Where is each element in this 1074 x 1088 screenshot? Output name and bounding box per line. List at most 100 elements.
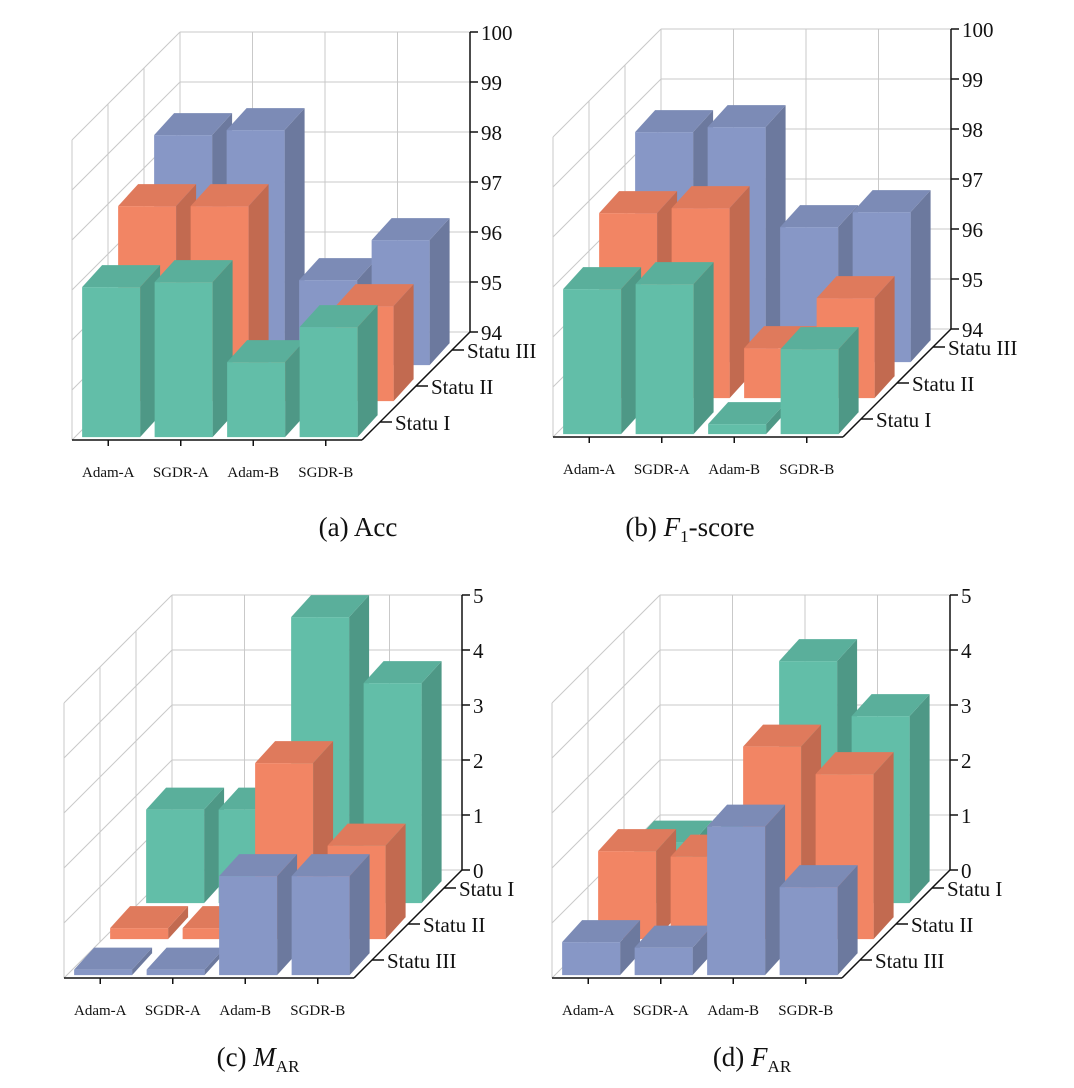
bars — [563, 105, 931, 435]
bar-side-face — [168, 906, 189, 940]
depth-label: Statu II — [431, 375, 493, 399]
z-tick-label: 99 — [481, 71, 502, 95]
depth-label: Statu III — [875, 949, 944, 973]
side-wall-gridline — [551, 649, 661, 759]
depth-label: Statu I — [876, 408, 931, 432]
bar-statu-iii — [779, 865, 858, 976]
depth-label: Statu III — [948, 336, 1017, 360]
bar-top-face — [599, 191, 678, 214]
chart-panel-f1-score: Adam-A SGDR-A Adam-B SGDR-B Statu I Statu II S… — [552, 18, 1017, 546]
depth-label: Statu II — [912, 372, 974, 396]
bar-top-face — [562, 920, 641, 943]
bar-front-face — [562, 942, 621, 976]
bar-top-face — [299, 305, 378, 328]
depth-label: Statu I — [459, 877, 514, 901]
bar-top-face — [227, 340, 306, 363]
bar-top-face — [780, 327, 859, 350]
z-tick-label: 3 — [961, 694, 972, 718]
z-tick-label: 99 — [962, 68, 983, 92]
bar-top-face — [671, 186, 750, 209]
category-label: Adam-B — [219, 1003, 271, 1019]
bar-side-face — [909, 694, 930, 904]
bar-statu-i — [780, 327, 859, 435]
bar-top-face — [335, 284, 414, 307]
bar-top-face — [779, 865, 858, 888]
z-tick-label: 96 — [962, 218, 983, 242]
bar-statu-i — [227, 340, 306, 438]
bar-top-face — [635, 262, 714, 285]
bar-top-face — [563, 267, 642, 290]
bar-statu-iii — [146, 947, 225, 976]
bar-statu-i — [82, 265, 161, 438]
bar-top-face — [226, 108, 305, 131]
bar-front-face — [299, 327, 358, 438]
caption-subscript: AR — [768, 1057, 792, 1076]
bar-side-face — [132, 947, 153, 976]
depth-label: Statu II — [423, 913, 485, 937]
z-tick-label: 94 — [481, 321, 503, 345]
bar-side-face — [729, 186, 750, 399]
bar-top-face — [110, 906, 189, 929]
bar-front-face — [74, 969, 133, 976]
bars — [82, 108, 450, 438]
category-label: Adam-B — [707, 1003, 759, 1019]
chart-panel-far: Adam-A SGDR-A Adam-B SGDR-B Statu III Statu I… — [551, 584, 1002, 1076]
bar-top-face — [634, 925, 713, 948]
chart-panel-acc: Adam-A SGDR-A Adam-B SGDR-B Statu I Statu II S… — [71, 21, 536, 542]
category-label: Adam-A — [74, 1003, 127, 1019]
bar-front-face — [707, 826, 766, 976]
z-tick-label: 4 — [473, 639, 484, 663]
z-tick-label: 95 — [481, 271, 502, 295]
bar-side-face — [620, 920, 641, 976]
bars — [562, 639, 930, 976]
caption-suffix: -score — [689, 512, 755, 542]
z-tick-label: 98 — [481, 121, 502, 145]
bar-top-face — [707, 804, 786, 827]
z-tick-label: 5 — [961, 584, 972, 608]
bar-front-face — [146, 969, 205, 976]
side-wall-gridline — [63, 759, 173, 869]
side-wall-gridline — [552, 28, 662, 138]
z-tick-label: 0 — [961, 859, 972, 883]
z-tick-label: 96 — [481, 221, 502, 245]
category-label: Adam-B — [708, 462, 760, 478]
side-wall-gridline — [63, 704, 173, 814]
bar-top-face — [779, 639, 858, 662]
z-tick-label: 0 — [473, 859, 484, 883]
bar-front-face — [182, 928, 241, 940]
bar-top-face — [255, 741, 334, 764]
bar-top-face — [299, 258, 378, 281]
bar-side-face — [385, 823, 406, 940]
side-wall-gridline — [552, 78, 662, 188]
bar-front-face — [82, 287, 141, 438]
bar-front-face — [634, 947, 693, 976]
bar-top-face — [327, 823, 406, 846]
bar-front-face — [635, 284, 694, 435]
z-tick-label: 1 — [473, 804, 484, 828]
bar-top-face — [707, 105, 786, 128]
bar-front-face — [291, 876, 350, 976]
z-tick-label: 100 — [481, 21, 513, 45]
depth-label: Statu I — [947, 877, 1002, 901]
chart-caption: (b) F1-score — [625, 512, 754, 546]
caption-prefix: (d) — [713, 1042, 751, 1072]
bar-top-face — [598, 829, 677, 852]
category-label: SGDR-A — [633, 1003, 689, 1019]
bar-front-face — [780, 349, 839, 435]
caption-symbol: F — [663, 512, 681, 542]
category-label: SGDR-B — [298, 465, 353, 481]
bar-statu-i — [146, 787, 225, 904]
bar-top-face — [190, 184, 269, 207]
bar-top-face — [146, 947, 225, 970]
bar-statu-iii — [219, 854, 298, 976]
bar-top-face — [635, 110, 714, 133]
category-label: SGDR-B — [778, 1003, 833, 1019]
bar-front-face — [219, 876, 278, 976]
caption-subscript: AR — [276, 1057, 300, 1076]
bar-front-face — [154, 282, 213, 438]
z-tick-label: 1 — [961, 804, 972, 828]
z-tick-label: 2 — [961, 749, 972, 773]
bar-statu-i — [635, 262, 714, 435]
bar-side-face — [693, 262, 714, 435]
